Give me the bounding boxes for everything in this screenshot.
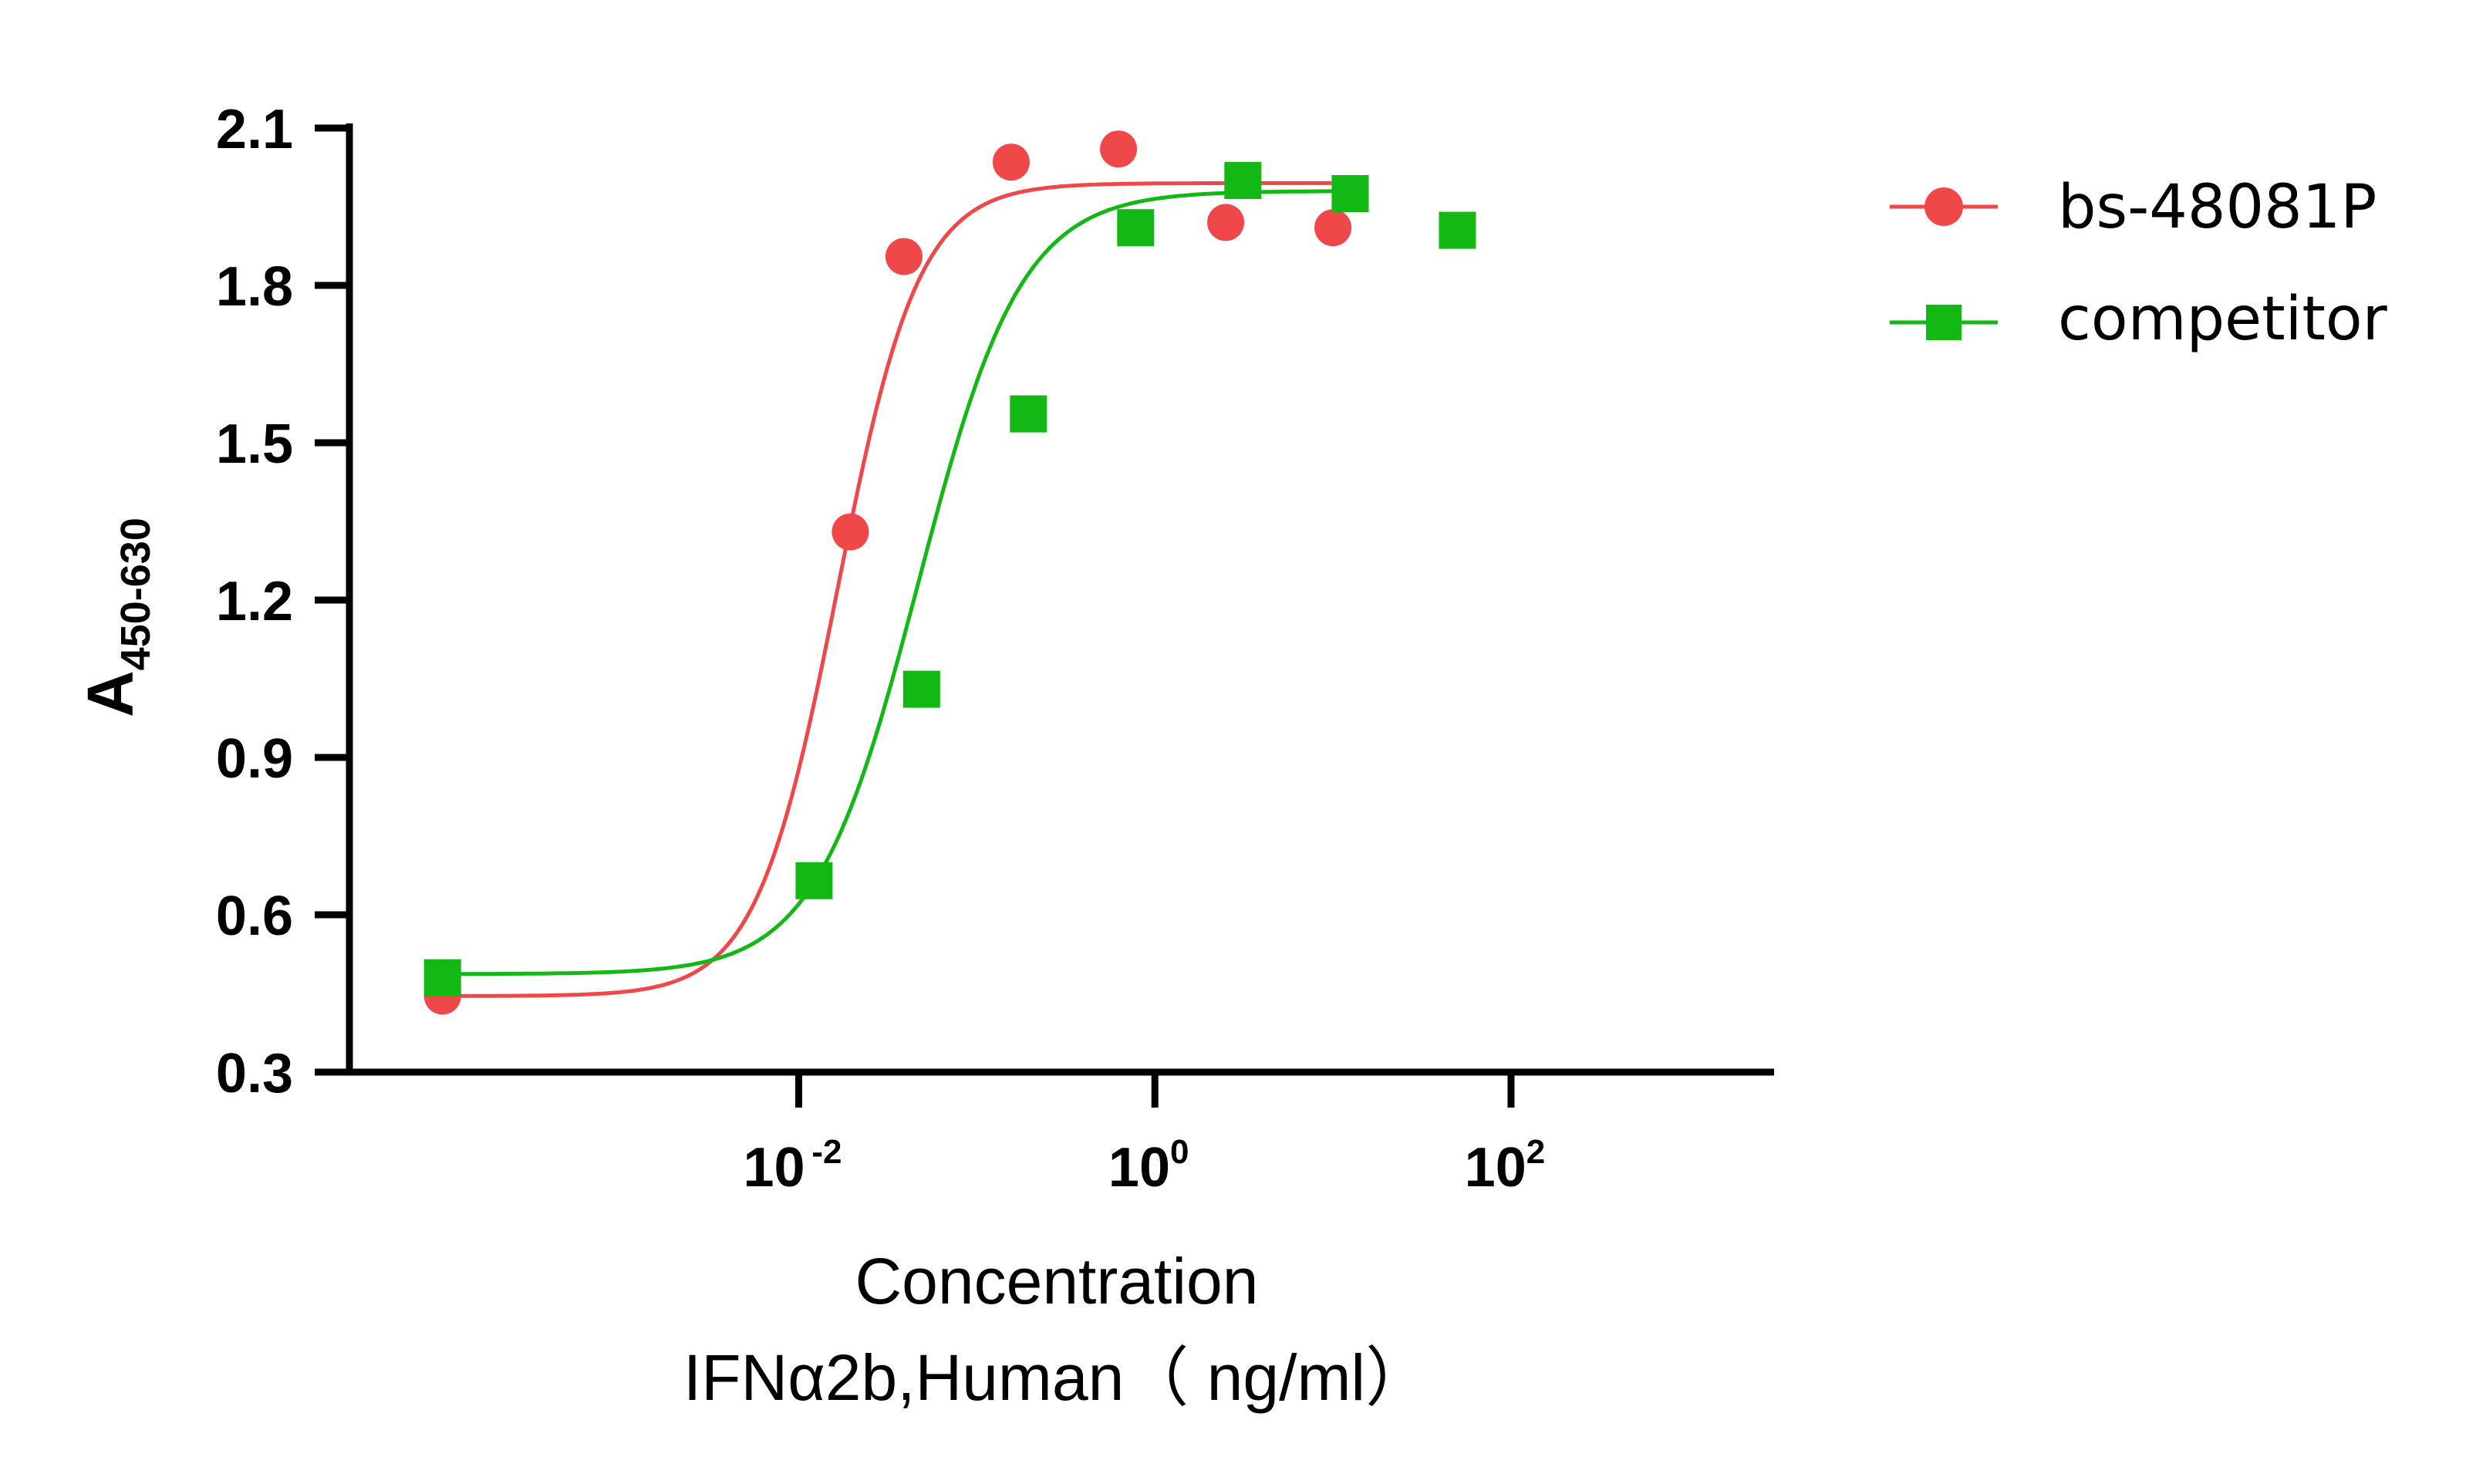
y-axis: 0.3 0.6 0.9 1.2 1.5 1.8 2.1 bbox=[216, 99, 353, 1105]
fit-curve-competitor bbox=[442, 189, 1364, 976]
legend-item-competitor: competitor bbox=[1890, 285, 2388, 354]
x-ticks: 10 -2 100 102 bbox=[743, 1072, 1545, 1199]
data-point-bs-48081P bbox=[885, 238, 923, 275]
data-point-competitor bbox=[1331, 175, 1369, 212]
x-tick-label: 10 -2 bbox=[743, 1133, 842, 1199]
fit-curve-bs-48081P bbox=[442, 180, 1334, 998]
data-point-bs-48081P bbox=[1314, 209, 1352, 247]
legend-marker-square bbox=[1926, 305, 1962, 340]
x-tick-label: 102 bbox=[1465, 1133, 1546, 1199]
y-tick-label: 0.3 bbox=[216, 1043, 293, 1105]
data-point-competitor bbox=[423, 959, 461, 997]
y-tick-label: 0.9 bbox=[216, 728, 293, 790]
legend-label-competitor: competitor bbox=[2058, 285, 2388, 354]
y-tick-label: 2.1 bbox=[216, 99, 293, 160]
x-tick-label: 100 bbox=[1108, 1133, 1189, 1199]
y-ticks: 0.3 0.6 0.9 1.2 1.5 1.8 2.1 bbox=[216, 99, 349, 1105]
x-tick-exponent: -2 bbox=[805, 1133, 842, 1171]
x-tick-exponent: 2 bbox=[1526, 1133, 1545, 1171]
data-point-competitor bbox=[1439, 211, 1476, 249]
data-point-bs-48081P bbox=[1207, 204, 1245, 241]
data-point-competitor bbox=[1117, 209, 1155, 247]
y-axis-title-subscript: 450-630 bbox=[113, 518, 159, 670]
data-point-bs-48081P bbox=[1100, 130, 1138, 168]
data-point-competitor bbox=[902, 670, 940, 708]
y-axis-title: A450-630 bbox=[74, 518, 159, 717]
x-tick-exponent: 0 bbox=[1170, 1133, 1189, 1171]
data-markers bbox=[423, 130, 1476, 1015]
data-point-competitor bbox=[795, 862, 833, 899]
y-tick-label: 1.5 bbox=[216, 413, 293, 475]
legend-label-bs-48081P: bs-48081P bbox=[2058, 173, 2376, 242]
y-axis-title-main: A bbox=[74, 670, 147, 717]
fit-curves bbox=[442, 180, 1364, 998]
data-point-competitor bbox=[1224, 162, 1262, 199]
legend-item-bs-48081P: bs-48081P bbox=[1890, 173, 2376, 242]
x-axis-title-line2: IFNα2b,Human（ ng/ml） bbox=[683, 1341, 1430, 1414]
y-tick-label: 0.6 bbox=[216, 885, 293, 947]
x-tick-base: 10 bbox=[1465, 1137, 1526, 1199]
x-axis-title-line1: Concentration bbox=[855, 1245, 1259, 1317]
x-tick-base: 10 bbox=[1108, 1137, 1170, 1199]
x-tick-base: 10 bbox=[743, 1137, 805, 1199]
data-point-bs-48081P bbox=[832, 513, 869, 551]
x-axis: 10 -2 100 102 bbox=[315, 1068, 1774, 1199]
legend-marker-circle bbox=[1924, 187, 1963, 226]
legend: bs-48081P competitor bbox=[1890, 173, 2388, 354]
data-point-competitor bbox=[1010, 395, 1047, 433]
y-tick-label: 1.8 bbox=[216, 256, 293, 318]
data-point-bs-48081P bbox=[992, 143, 1030, 181]
y-tick-label: 1.2 bbox=[216, 571, 293, 632]
